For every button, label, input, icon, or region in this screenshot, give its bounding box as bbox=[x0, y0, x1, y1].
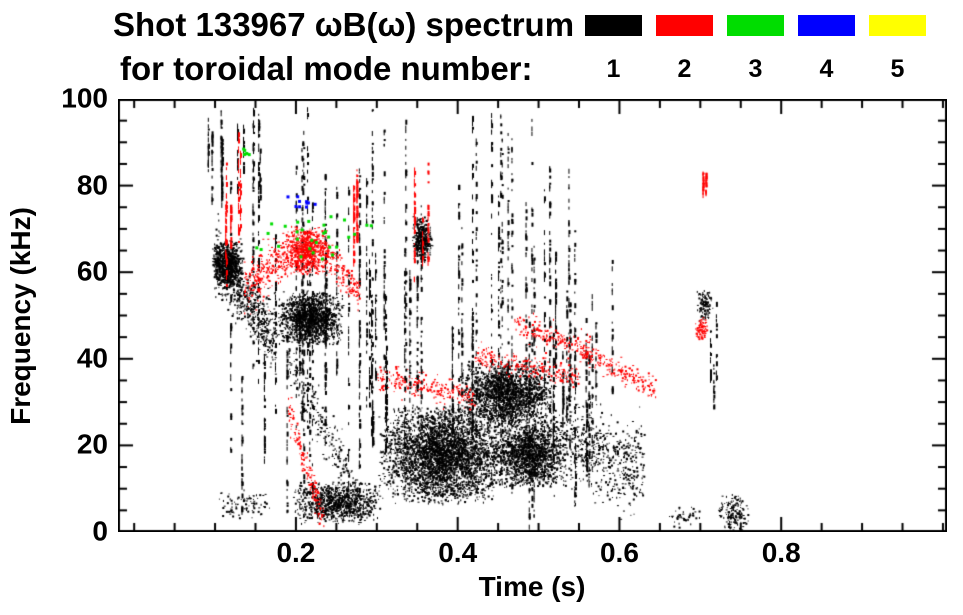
legend-swatch-n5 bbox=[869, 15, 926, 36]
x-tick-label-0.4: 0.4 bbox=[438, 537, 478, 568]
y-tick-label-20: 20 bbox=[76, 428, 108, 460]
x-tick-label-0.8: 0.8 bbox=[761, 537, 801, 568]
spectrogram-canvas bbox=[118, 99, 947, 532]
legend-number-n1: 1 bbox=[606, 55, 621, 83]
chart-subtitle: for toroidal mode number: bbox=[120, 50, 533, 87]
x-tick-label-0.6: 0.6 bbox=[599, 537, 639, 568]
y-axis-title-wrap: Frequency (kHz) bbox=[0, 99, 42, 532]
legend-number-n4: 4 bbox=[819, 55, 834, 83]
legend-swatch-n4 bbox=[798, 15, 855, 36]
chart-title: Shot 133967 ωB(ω) spectrum bbox=[113, 6, 575, 43]
legend-number-n5: 5 bbox=[890, 55, 905, 83]
legend-swatches bbox=[585, 15, 926, 36]
y-tick-label-0: 0 bbox=[92, 515, 108, 547]
x-axis-title: Time (s) bbox=[478, 571, 586, 602]
legend-swatch-n3 bbox=[727, 15, 784, 36]
legend-number-n2: 2 bbox=[677, 55, 692, 83]
y-tick-label-100: 100 bbox=[61, 82, 108, 114]
legend-swatch-n2 bbox=[656, 15, 713, 36]
y-axis-title: Frequency (kHz) bbox=[5, 206, 37, 425]
y-tick-label-80: 80 bbox=[76, 168, 108, 200]
legend-number-n3: 3 bbox=[748, 55, 763, 83]
y-tick-label-40: 40 bbox=[76, 342, 108, 374]
legend-numbers: 1 2 3 4 5 bbox=[585, 55, 926, 84]
x-tick-label-0.2: 0.2 bbox=[276, 537, 316, 568]
y-tick-label-60: 60 bbox=[76, 255, 108, 287]
legend-swatch-n1 bbox=[585, 15, 642, 36]
